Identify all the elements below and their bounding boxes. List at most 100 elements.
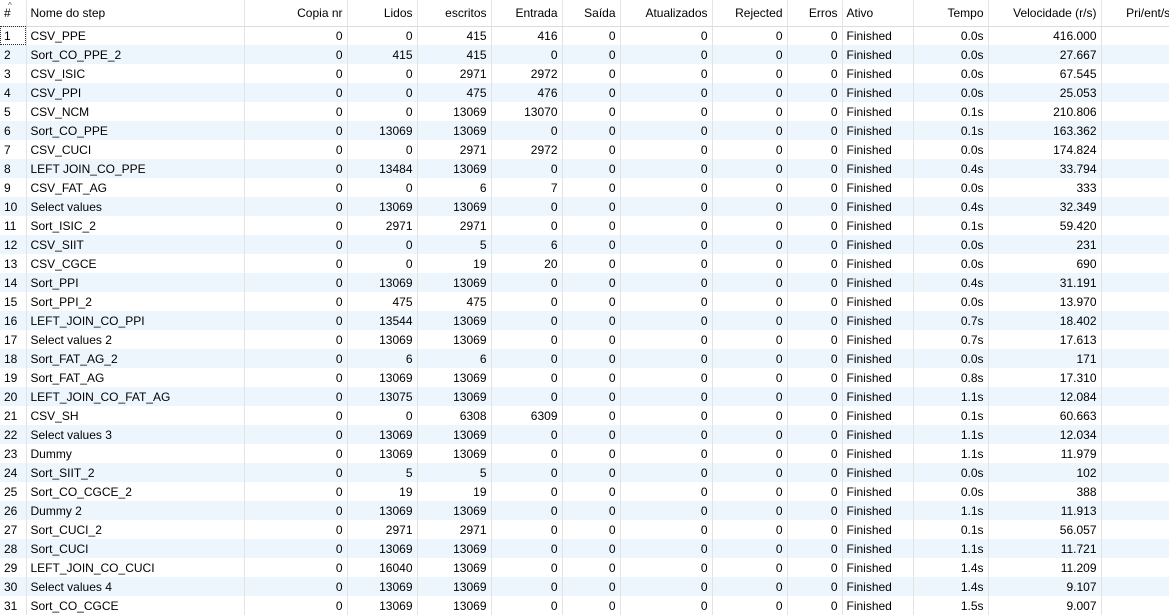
column-header-6[interactable]: Saída bbox=[562, 0, 621, 27]
table-cell: 4 bbox=[0, 83, 27, 102]
table-row[interactable]: 14 Sort_PPI 0 13069 13069 0 0 0 0 0 Finished 0.4s 31… bbox=[0, 273, 1169, 292]
table-cell: 0 bbox=[787, 387, 843, 406]
table-row[interactable]: 26 Dummy 2 0 13069 13069 0 0 0 0 0 Finished 1.1s 11.… bbox=[0, 501, 1169, 520]
table-cell: - bbox=[1101, 558, 1169, 577]
table-cell: LEFT_JOIN_CO_CUCI bbox=[26, 558, 245, 577]
table-cell: 0 bbox=[787, 501, 843, 520]
table-row[interactable]: 25 Sort_CO_CGCE_2 0 19 19 0 0 0 0 0 Finished 0.0s 38… bbox=[0, 482, 1169, 501]
column-header-7[interactable]: Atualizados bbox=[620, 0, 713, 27]
table-row[interactable]: 15 Sort_PPI_2 0 475 475 0 0 0 0 0 Finished 0.0s 13.9… bbox=[0, 292, 1169, 311]
column-header-8[interactable]: Rejected bbox=[712, 0, 788, 27]
table-row[interactable]: 5 CSV_NCM 0 0 13069 13070 0 0 0 0 Finished 0.1s 210.… bbox=[0, 102, 1169, 121]
table-cell: 0 bbox=[244, 387, 348, 406]
table-row[interactable]: 22 Select values 3 0 13069 13069 0 0 0 0 0 Finishe… bbox=[0, 425, 1169, 444]
table-cell: 3 bbox=[0, 64, 27, 83]
table-cell: 0.1s bbox=[913, 406, 989, 425]
table-cell: Select values 2 bbox=[26, 330, 245, 349]
table-cell: Finished bbox=[842, 197, 914, 216]
table-row[interactable]: 6 Sort_CO_PPE 0 13069 13069 0 0 0 0 0 Finished 0.1s… bbox=[0, 121, 1169, 140]
header-row: ^ # Nome do step Copia nr Lidos escritos Entra… bbox=[0, 0, 1169, 27]
column-header-1[interactable]: Nome do step bbox=[26, 0, 245, 27]
column-header-13[interactable]: Pri/ent/sai bbox=[1101, 0, 1169, 27]
table-cell: 0 bbox=[491, 539, 563, 558]
table-cell: 17.613 bbox=[988, 330, 1102, 349]
table-cell: 11.913 bbox=[988, 501, 1102, 520]
column-header-0[interactable]: ^ # bbox=[0, 0, 27, 27]
column-header-3[interactable]: Lidos bbox=[347, 0, 418, 27]
table-row[interactable]: 3 CSV_ISIC 0 0 2971 2972 0 0 0 0 Finished 0.0s 67.54… bbox=[0, 64, 1169, 83]
table-row[interactable]: 21 CSV_SH 0 0 6308 6309 0 0 0 0 Finished 0.1s 60.663… bbox=[0, 406, 1169, 425]
table-cell: 5 bbox=[417, 463, 492, 482]
table-cell: 0 bbox=[562, 159, 621, 178]
table-cell: 0 bbox=[244, 292, 348, 311]
table-row[interactable]: 17 Select values 2 0 13069 13069 0 0 0 0 0 Finishe… bbox=[0, 330, 1169, 349]
column-header-label: escritos bbox=[445, 5, 487, 20]
table-cell: 0 bbox=[244, 330, 348, 349]
table-row[interactable]: 31 Sort_CO_CGCE 0 13069 13069 0 0 0 0 0 Finished 1.… bbox=[0, 596, 1169, 615]
table-cell: 23 bbox=[0, 444, 27, 463]
table-cell: 0 bbox=[244, 159, 348, 178]
table-cell: 0 bbox=[712, 311, 788, 330]
table-cell: 2971 bbox=[347, 216, 418, 235]
column-header-11[interactable]: Tempo bbox=[913, 0, 989, 27]
table-cell: 13069 bbox=[417, 577, 492, 596]
table-cell: 0 bbox=[712, 387, 788, 406]
table-cell: 6309 bbox=[491, 406, 563, 425]
table-cell: 0 bbox=[491, 292, 563, 311]
table-cell: 0 bbox=[562, 178, 621, 197]
table-row[interactable]: 29 LEFT_JOIN_CO_CUCI 0 16040 13069 0 0 0 0 0 Finis… bbox=[0, 558, 1169, 577]
column-header-2[interactable]: Copia nr bbox=[244, 0, 348, 27]
table-cell: 102 bbox=[988, 463, 1102, 482]
table-cell: 0 bbox=[712, 520, 788, 539]
column-header-10[interactable]: Ativo bbox=[842, 0, 914, 27]
table-cell: 0.0s bbox=[913, 349, 989, 368]
table-cell: 0 bbox=[620, 368, 713, 387]
column-header-12[interactable]: Velocidade (r/s) bbox=[988, 0, 1102, 27]
table-cell: 26 bbox=[0, 501, 27, 520]
table-cell: 18 bbox=[0, 349, 27, 368]
table-cell: 0 bbox=[620, 197, 713, 216]
table-cell: CSV_SH bbox=[26, 406, 245, 425]
table-cell: CSV_ISIC bbox=[26, 64, 245, 83]
table-cell: 16040 bbox=[347, 558, 418, 577]
table-cell: Finished bbox=[842, 140, 914, 159]
table-cell: 0 bbox=[562, 273, 621, 292]
table-cell: 0 bbox=[712, 349, 788, 368]
table-cell: 0 bbox=[712, 140, 788, 159]
table-row[interactable]: 30 Select values 4 0 13069 13069 0 0 0 0 0 Finishe… bbox=[0, 577, 1169, 596]
table-cell: 0 bbox=[491, 330, 563, 349]
table-cell: 0 bbox=[712, 292, 788, 311]
table-row[interactable]: 2 Sort_CO_PPE_2 0 415 415 0 0 0 0 0 Finished 0.0s 27… bbox=[0, 45, 1169, 64]
table-cell: Finished bbox=[842, 520, 914, 539]
table-row[interactable]: 10 Select values 0 13069 13069 0 0 0 0 0 Finished 0… bbox=[0, 197, 1169, 216]
table-cell: 0 bbox=[244, 482, 348, 501]
table-row[interactable]: 20 LEFT_JOIN_CO_FAT_AG 0 13075 13069 0 0 0 0 0 Fin… bbox=[0, 387, 1169, 406]
table-cell: 22 bbox=[0, 425, 27, 444]
table-cell: 0 bbox=[562, 482, 621, 501]
table-cell: 17 bbox=[0, 330, 27, 349]
table-cell: 59.420 bbox=[988, 216, 1102, 235]
column-header-4[interactable]: escritos bbox=[417, 0, 492, 27]
table-row[interactable]: 11 Sort_ISIC_2 0 2971 2971 0 0 0 0 0 Finished 0.1s 5… bbox=[0, 216, 1169, 235]
table-cell: 415 bbox=[347, 45, 418, 64]
table-row[interactable]: 7 CSV_CUCI 0 0 2971 2972 0 0 0 0 Finished 0.0s 174.8… bbox=[0, 140, 1169, 159]
table-cell: 0 bbox=[244, 235, 348, 254]
table-row[interactable]: 28 Sort_CUCI 0 13069 13069 0 0 0 0 0 Finished 1.1s 1… bbox=[0, 539, 1169, 558]
column-header-5[interactable]: Entrada bbox=[491, 0, 563, 27]
table-row[interactable]: 16 LEFT_JOIN_CO_PPI 0 13544 13069 0 0 0 0 0 Finish… bbox=[0, 311, 1169, 330]
column-header-9[interactable]: Erros bbox=[787, 0, 843, 27]
table-cell: 13069 bbox=[417, 596, 492, 615]
table-row[interactable]: 19 Sort_FAT_AG 0 13069 13069 0 0 0 0 0 Finished 0.8… bbox=[0, 368, 1169, 387]
table-cell: Finished bbox=[842, 577, 914, 596]
table-cell: 17.310 bbox=[988, 368, 1102, 387]
table-row[interactable]: 27 Sort_CUCI_2 0 2971 2971 0 0 0 0 0 Finished 0.1s 5… bbox=[0, 520, 1169, 539]
table-row[interactable]: 8 LEFT JOIN_CO_PPE 0 13484 13069 0 0 0 0 0 Finishe… bbox=[0, 159, 1169, 178]
table-row[interactable]: 23 Dummy 0 13069 13069 0 0 0 0 0 Finished 1.1s 11.97… bbox=[0, 444, 1169, 463]
